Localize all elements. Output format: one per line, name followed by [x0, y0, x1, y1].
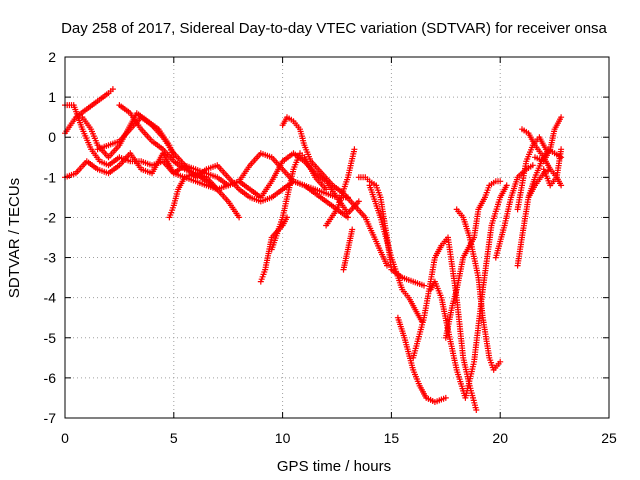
x-tick-label: 25	[601, 430, 617, 446]
series-markers	[442, 178, 504, 341]
series-track-12	[340, 226, 356, 273]
series-track-18	[442, 178, 504, 341]
y-tick-label: -2	[44, 209, 57, 225]
data-series	[62, 86, 565, 413]
series-track-9	[268, 150, 330, 253]
y-tick-label: 1	[48, 89, 56, 105]
x-tick-label: 15	[384, 430, 400, 446]
y-tick-label: -1	[44, 169, 57, 185]
x-tick-label: 5	[170, 430, 178, 446]
series-markers	[166, 170, 221, 221]
series-markers	[323, 146, 358, 229]
y-tick-label: -7	[44, 410, 57, 426]
series-track-11	[323, 146, 358, 229]
y-tick-label: -5	[44, 330, 57, 346]
series-markers	[394, 314, 449, 405]
series-track-15	[394, 314, 449, 405]
y-tick-label: 2	[48, 49, 56, 65]
x-axis-label: GPS time / hours	[277, 458, 391, 475]
x-tick-label: 0	[61, 430, 69, 446]
y-tick-label: -4	[44, 290, 57, 306]
x-tick-label: 20	[492, 430, 508, 446]
series-track-26	[519, 126, 565, 189]
y-tick-label: -3	[44, 250, 57, 266]
x-tick-label: 10	[275, 430, 291, 446]
series-markers	[514, 134, 549, 213]
series-track-7	[166, 170, 221, 221]
y-tick-label: 0	[48, 129, 56, 145]
chart-title: Day 258 of 2017, Sidereal Day-to-day VTE…	[61, 20, 607, 37]
series-markers	[340, 226, 356, 273]
series-track-22	[514, 134, 549, 213]
grid-lines	[65, 57, 609, 418]
plot-frame	[64, 56, 610, 419]
series-markers	[268, 150, 330, 253]
series-track-14	[366, 182, 425, 325]
series-markers	[453, 206, 504, 373]
series-markers	[519, 126, 565, 189]
series-track-19	[453, 206, 504, 373]
y-axis-label: SDTVAR / TECUs	[6, 178, 23, 298]
y-tick-label: -6	[44, 370, 57, 386]
series-markers	[366, 182, 425, 325]
